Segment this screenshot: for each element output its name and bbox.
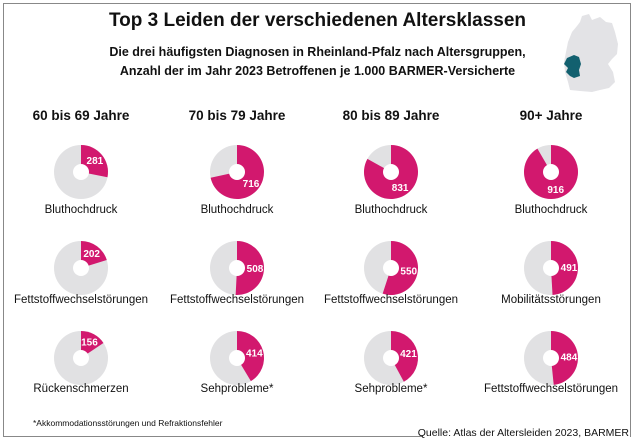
- chart-subtitle-2: Anzahl der im Jahr 2023 Betroffenen je 1…: [119, 64, 516, 78]
- data-label: 491: [561, 263, 578, 274]
- data-label: 281: [87, 156, 104, 167]
- donut-chart: 421: [364, 331, 418, 385]
- donut-chart: 916: [524, 145, 578, 199]
- data-label: 484: [561, 353, 578, 364]
- source-note: Quelle: Atlas der Altersleiden 2023, BAR…: [417, 427, 629, 439]
- diagnosis-label: Bluthochdruck: [200, 204, 274, 216]
- donut-hole: [229, 350, 245, 366]
- donut-chart: 491: [524, 241, 578, 295]
- age-group-header: 70 bis 79 Jahre: [188, 108, 286, 123]
- donut-chart: 414: [210, 331, 264, 385]
- donut-hole: [73, 350, 89, 366]
- data-label: 831: [392, 183, 409, 194]
- donut-chart: 202: [54, 241, 108, 295]
- donut-hole: [229, 260, 245, 276]
- donut-hole: [543, 164, 559, 180]
- diagnosis-label: Rückenschmerzen: [33, 383, 129, 395]
- germany-shape: [564, 14, 618, 92]
- diagnosis-label: Fettstoffwechselstörungen: [13, 294, 149, 306]
- data-label: 550: [400, 266, 417, 277]
- donut-slice: [237, 331, 264, 382]
- donut-chart: 156: [54, 331, 108, 385]
- diagnosis-label: Bluthochdruck: [44, 204, 118, 216]
- diagnosis-label: Bluthochdruck: [514, 204, 588, 216]
- footnote: *Akkommodationsstörungen und Refraktions…: [33, 418, 223, 428]
- data-label: 414: [246, 349, 263, 360]
- donut-hole: [543, 350, 559, 366]
- donut-slice: [551, 241, 578, 295]
- frame: [3, 3, 631, 437]
- donut-hole: [543, 260, 559, 276]
- diagnosis-label: Mobilitätsstörungen: [501, 294, 601, 306]
- diagnosis-label: Sehprobleme*: [354, 383, 428, 395]
- data-label: 916: [547, 185, 564, 196]
- data-label: 508: [247, 264, 264, 275]
- donut-chart: 550: [364, 241, 418, 295]
- chart-title: Top 3 Leiden der verschiedenen Alterskla…: [108, 10, 527, 31]
- donut-hole: [229, 164, 245, 180]
- donut-chart: 281: [54, 145, 108, 199]
- donut-slice: [382, 241, 418, 295]
- donut-slice: [81, 241, 107, 268]
- donut-hole: [383, 260, 399, 276]
- frame-bottom-line: [3, 436, 423, 437]
- germany-map-icon: [564, 14, 618, 92]
- donut-slice: [551, 331, 578, 385]
- chart-subtitle-1: Die drei häufigsten Diagnosen in Rheinla…: [109, 45, 526, 59]
- donut-slice: [391, 331, 418, 382]
- diagnosis-label: Fettstoffwechselstörungen: [169, 294, 305, 306]
- data-label: 421: [400, 349, 417, 360]
- age-group-header: 60 bis 69 Jahre: [32, 108, 130, 123]
- data-label: 202: [83, 249, 100, 260]
- age-group-header: 90+ Jahre: [519, 108, 583, 123]
- donut-chart: 716: [210, 145, 264, 199]
- donut-chart: 831: [364, 145, 418, 199]
- rheinland-pfalz-highlight: [564, 55, 581, 78]
- donut-hole: [383, 164, 399, 180]
- donut-chart: 508: [210, 241, 264, 295]
- donut-hole: [73, 164, 89, 180]
- diagnosis-label: Fettstoffwechselstörungen: [323, 294, 459, 306]
- donut-hole: [383, 350, 399, 366]
- donut-slice: [235, 241, 264, 295]
- diagnosis-label: Fettstoffwechselstörungen: [483, 383, 619, 395]
- donut-chart: 484: [524, 331, 578, 385]
- donut-hole: [73, 260, 89, 276]
- diagnosis-label: Sehprobleme*: [200, 383, 274, 395]
- age-group-header: 80 bis 89 Jahre: [342, 108, 440, 123]
- diagnosis-label: Bluthochdruck: [354, 204, 428, 216]
- data-label: 716: [243, 179, 260, 190]
- donut-slice: [81, 331, 104, 358]
- data-label: 156: [81, 338, 98, 349]
